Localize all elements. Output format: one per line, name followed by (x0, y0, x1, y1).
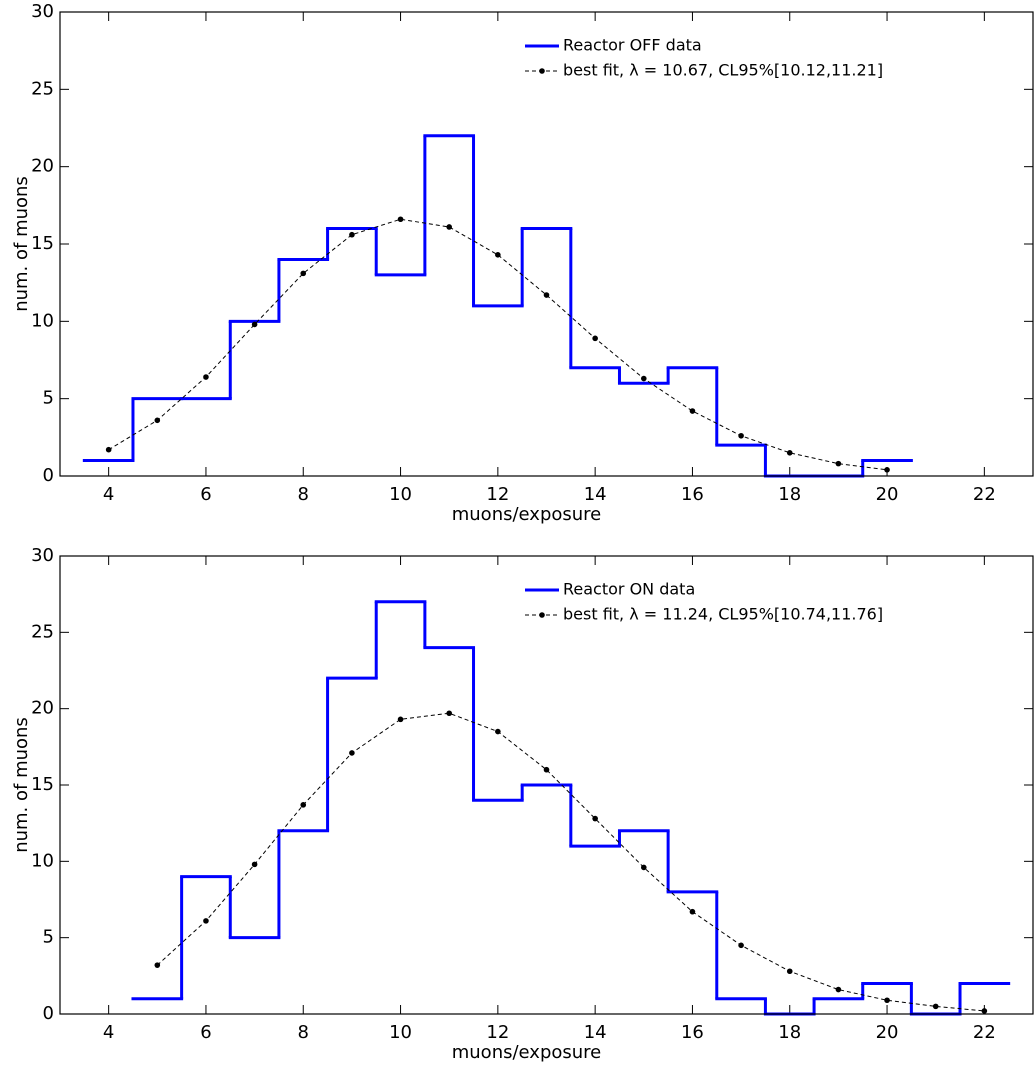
fit-line (156, 712, 985, 1012)
fit-point (884, 997, 890, 1004)
fit-point (397, 716, 404, 723)
y-tick-label: 15 (31, 774, 54, 795)
fit-point (543, 292, 550, 298)
x-tick-label: 12 (486, 1022, 509, 1043)
y-tick-label: 10 (31, 850, 54, 871)
x-axis-label: muons/exposure (452, 1042, 602, 1063)
fit-point (835, 986, 842, 993)
x-tick-label: 6 (200, 484, 211, 505)
fit-point (203, 374, 209, 380)
y-tick-label: 0 (43, 465, 54, 486)
x-tick-label: 4 (103, 1022, 114, 1043)
y-axis-label: num. of muons (11, 176, 32, 312)
fit-point (105, 446, 112, 453)
fit-point (154, 417, 161, 424)
x-tick-label: 14 (584, 1022, 607, 1043)
legend-label: best fit, λ = 10.67, CL95%[10.12,11.21] (563, 61, 883, 80)
x-tick-label: 16 (681, 1022, 704, 1043)
fit-point (641, 864, 647, 871)
fit-point (203, 918, 209, 924)
fit-point (446, 710, 453, 717)
panel: 0 5 10 15 20 25 30 4 6 8 10 12 14 16 18 20 22 muons/expos… (11, 545, 1034, 1063)
y-tick-label: 25 (31, 78, 54, 99)
y-axis-label: num. of muons (11, 717, 32, 853)
plot-frame (59, 11, 1034, 477)
fit-point (300, 802, 307, 808)
legend-label: Reactor ON data (563, 580, 695, 599)
fit-point (786, 450, 793, 456)
fit-line (108, 218, 888, 471)
legend: Reactor ON data best fit, λ = 11.24, CL95… (525, 580, 883, 624)
x-tick-label: 14 (584, 484, 607, 505)
fit-point (543, 766, 550, 773)
fit-point (349, 231, 355, 238)
fit-point (154, 962, 161, 968)
legend: Reactor OFF data best fit, λ = 10.67, CL9… (525, 36, 883, 80)
y-tick-label: 5 (43, 927, 54, 948)
y-tick-label: 15 (31, 233, 54, 254)
fit-point (349, 750, 355, 756)
fit-point (932, 1003, 939, 1010)
y-tick-label: 5 (43, 388, 54, 409)
fit-point (300, 270, 307, 277)
x-tick-label: 20 (876, 1022, 899, 1043)
fit-point (251, 321, 258, 328)
fit-point (981, 1008, 988, 1014)
x-tick-label: 10 (389, 484, 412, 505)
fit-point (495, 728, 501, 735)
x-tick-label: 8 (298, 1022, 309, 1043)
x-tick-label: 12 (486, 484, 509, 505)
legend-label: best fit, λ = 11.24, CL95%[10.74,11.76] (563, 605, 883, 624)
legend-swatch-dot (539, 612, 545, 618)
fit-point (592, 815, 598, 822)
legend-swatch-dot (539, 68, 545, 74)
fit-point (689, 408, 696, 414)
fit-point (738, 432, 744, 439)
fit-point (495, 252, 501, 258)
x-tick-label: 4 (103, 484, 114, 505)
fit-point (251, 861, 258, 868)
x-tick-label: 18 (778, 1022, 801, 1043)
fit-point (592, 335, 598, 342)
fit-point (689, 908, 696, 915)
x-tick-label: 22 (973, 484, 996, 505)
x-tick-label: 22 (973, 1022, 996, 1043)
x-tick-label: 6 (200, 1022, 211, 1043)
panel: 0 5 10 15 20 25 30 4 6 8 10 12 14 16 18 20 22 muons/expos… (11, 1, 1034, 525)
x-tick-label: 18 (778, 484, 801, 505)
y-tick-label: 20 (31, 156, 54, 177)
y-tick-label: 30 (31, 1, 54, 22)
x-axis-label: muons/exposure (452, 504, 602, 525)
fit-point (835, 460, 842, 467)
fit-point (786, 968, 793, 975)
y-tick-label: 0 (43, 1003, 54, 1024)
x-tick-label: 10 (389, 1022, 412, 1043)
x-tick-label: 8 (298, 484, 309, 505)
plot-frame (59, 555, 1034, 1015)
y-tick-label: 30 (31, 545, 54, 566)
y-tick-label: 10 (31, 310, 54, 331)
legend-label: Reactor OFF data (563, 36, 702, 55)
fit-point (641, 375, 647, 382)
fit-point (446, 224, 453, 230)
x-tick-label: 16 (681, 484, 704, 505)
fit-point (397, 216, 404, 223)
x-tick-label: 20 (876, 484, 899, 505)
fit-point (884, 467, 890, 473)
fit-point (738, 942, 744, 949)
y-tick-label: 20 (31, 698, 54, 719)
y-tick-label: 25 (31, 621, 54, 642)
